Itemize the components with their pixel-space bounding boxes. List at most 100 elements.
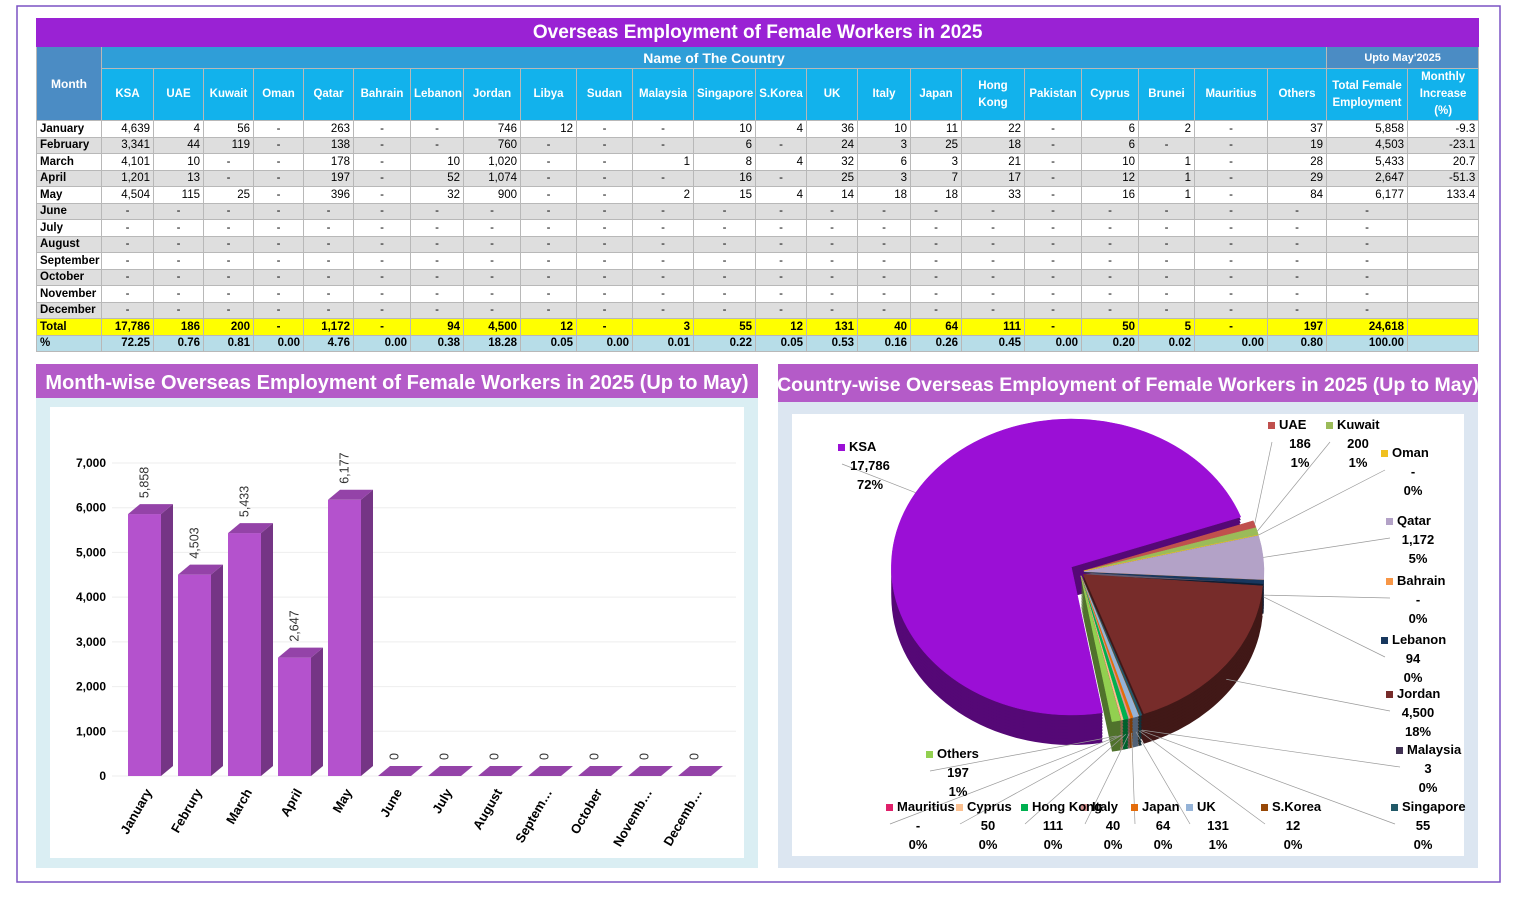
table-cell: - xyxy=(303,301,354,319)
table-cell: 11 xyxy=(910,120,962,138)
legend-marker xyxy=(1081,804,1088,811)
table-cell: - xyxy=(1326,202,1408,220)
table-cell: 52 xyxy=(410,169,464,187)
table-cell: - xyxy=(910,285,962,303)
value-label: 0 xyxy=(688,753,702,760)
y-tick-label: 4,000 xyxy=(76,590,106,604)
table-cell: 33 xyxy=(961,186,1025,204)
table-cell: 12 xyxy=(1081,169,1139,187)
bar xyxy=(278,647,323,776)
table-cell: - xyxy=(1194,301,1268,319)
column-header: UK xyxy=(806,68,858,121)
table-cell: - xyxy=(755,301,807,319)
group-header: Name of The Country xyxy=(101,46,1327,69)
column-header: Hong Kong xyxy=(961,68,1025,121)
slice-name: Qatar xyxy=(1397,513,1431,528)
table-cell: 0.38 xyxy=(410,334,464,352)
table-cell: - xyxy=(857,285,911,303)
table-cell: 100.00 xyxy=(1326,334,1408,352)
slice-percent: 0% xyxy=(1404,483,1423,498)
table-cell: - xyxy=(303,252,354,270)
table-cell: - xyxy=(203,153,254,171)
bar xyxy=(178,564,223,776)
table-cell: 64 xyxy=(910,318,962,336)
bar-front xyxy=(328,499,361,776)
table-cell: 12 xyxy=(520,120,577,138)
table-cell: - xyxy=(857,268,911,286)
y-tick-label: 3,000 xyxy=(76,635,106,649)
table-cell: 0.01 xyxy=(632,334,694,352)
table-cell: -23.1 xyxy=(1406,136,1480,154)
table-cell: 21 xyxy=(961,153,1025,171)
table-cell: - xyxy=(1024,186,1082,204)
table-cell: - xyxy=(1024,301,1082,319)
table-cell: 1 xyxy=(1138,169,1195,187)
slice-name: Bahrain xyxy=(1397,573,1445,588)
table-cell: - xyxy=(755,136,807,154)
table-cell: - xyxy=(576,186,633,204)
table-cell: - xyxy=(632,301,694,319)
table-cell: - xyxy=(857,219,911,237)
table-cell: 0.26 xyxy=(910,334,962,352)
table-cell: 29 xyxy=(1267,169,1327,187)
table-cell: - xyxy=(253,268,304,286)
table-cell: 6 xyxy=(1081,136,1139,154)
legend-marker xyxy=(886,804,893,811)
slice-value: 40 xyxy=(1106,818,1120,833)
table-cell: 4,504 xyxy=(101,186,154,204)
table-cell: - xyxy=(1267,235,1327,253)
table-cell: 197 xyxy=(303,169,354,187)
table-cell: - xyxy=(1024,318,1082,336)
table-cell: - xyxy=(1138,268,1195,286)
row-label: Total xyxy=(36,318,102,336)
table-cell xyxy=(1406,202,1480,220)
column-header: Cyprus xyxy=(1081,68,1139,121)
pie-slice xyxy=(1083,534,1259,572)
table-cell: 12 xyxy=(755,318,807,336)
column-header: Others xyxy=(1267,68,1327,121)
table-cell: 32 xyxy=(410,186,464,204)
column-header: Monthly Increase (%) xyxy=(1406,68,1480,121)
month-header: Month xyxy=(36,46,102,121)
y-tick-label: 7,000 xyxy=(76,456,106,470)
table-cell: - xyxy=(520,252,577,270)
table-cell: - xyxy=(353,318,411,336)
bar xyxy=(628,766,673,776)
table-cell: - xyxy=(576,285,633,303)
slice-name: Japan xyxy=(1142,799,1180,814)
table-cell: - xyxy=(203,285,254,303)
table-cell: 10 xyxy=(153,153,204,171)
table-cell: 44 xyxy=(153,136,204,154)
table-cell: 25 xyxy=(203,186,254,204)
table-cell: - xyxy=(857,252,911,270)
table-cell: - xyxy=(253,186,304,204)
table-cell: - xyxy=(353,120,411,138)
table-cell: - xyxy=(576,202,633,220)
slice-value: - xyxy=(1411,464,1415,479)
table-cell: - xyxy=(353,219,411,237)
table-cell: - xyxy=(203,169,254,187)
table-cell: 0.00 xyxy=(1194,334,1268,352)
legend-marker xyxy=(926,751,933,758)
table-cell: - xyxy=(1194,318,1268,336)
value-label: 0 xyxy=(588,753,602,760)
leader-line xyxy=(1263,596,1386,658)
table-cell: 3 xyxy=(857,169,911,187)
table-cell: - xyxy=(1081,301,1139,319)
table-cell: - xyxy=(253,136,304,154)
table-cell: 1,020 xyxy=(463,153,521,171)
slice-value: 17,786 xyxy=(850,458,890,473)
table-cell: - xyxy=(1024,219,1082,237)
bar-title-bar xyxy=(36,364,758,398)
bar-top xyxy=(278,647,323,658)
table-cell: - xyxy=(1194,268,1268,286)
table-cell: - xyxy=(1326,252,1408,270)
slice-value: 55 xyxy=(1416,818,1430,833)
table-cell: - xyxy=(410,136,464,154)
table-cell: - xyxy=(910,268,962,286)
table-cell: - xyxy=(410,219,464,237)
table-cell: - xyxy=(961,219,1025,237)
table-cell: - xyxy=(755,252,807,270)
table-cell: - xyxy=(101,202,154,220)
table-cell: - xyxy=(1194,153,1268,171)
